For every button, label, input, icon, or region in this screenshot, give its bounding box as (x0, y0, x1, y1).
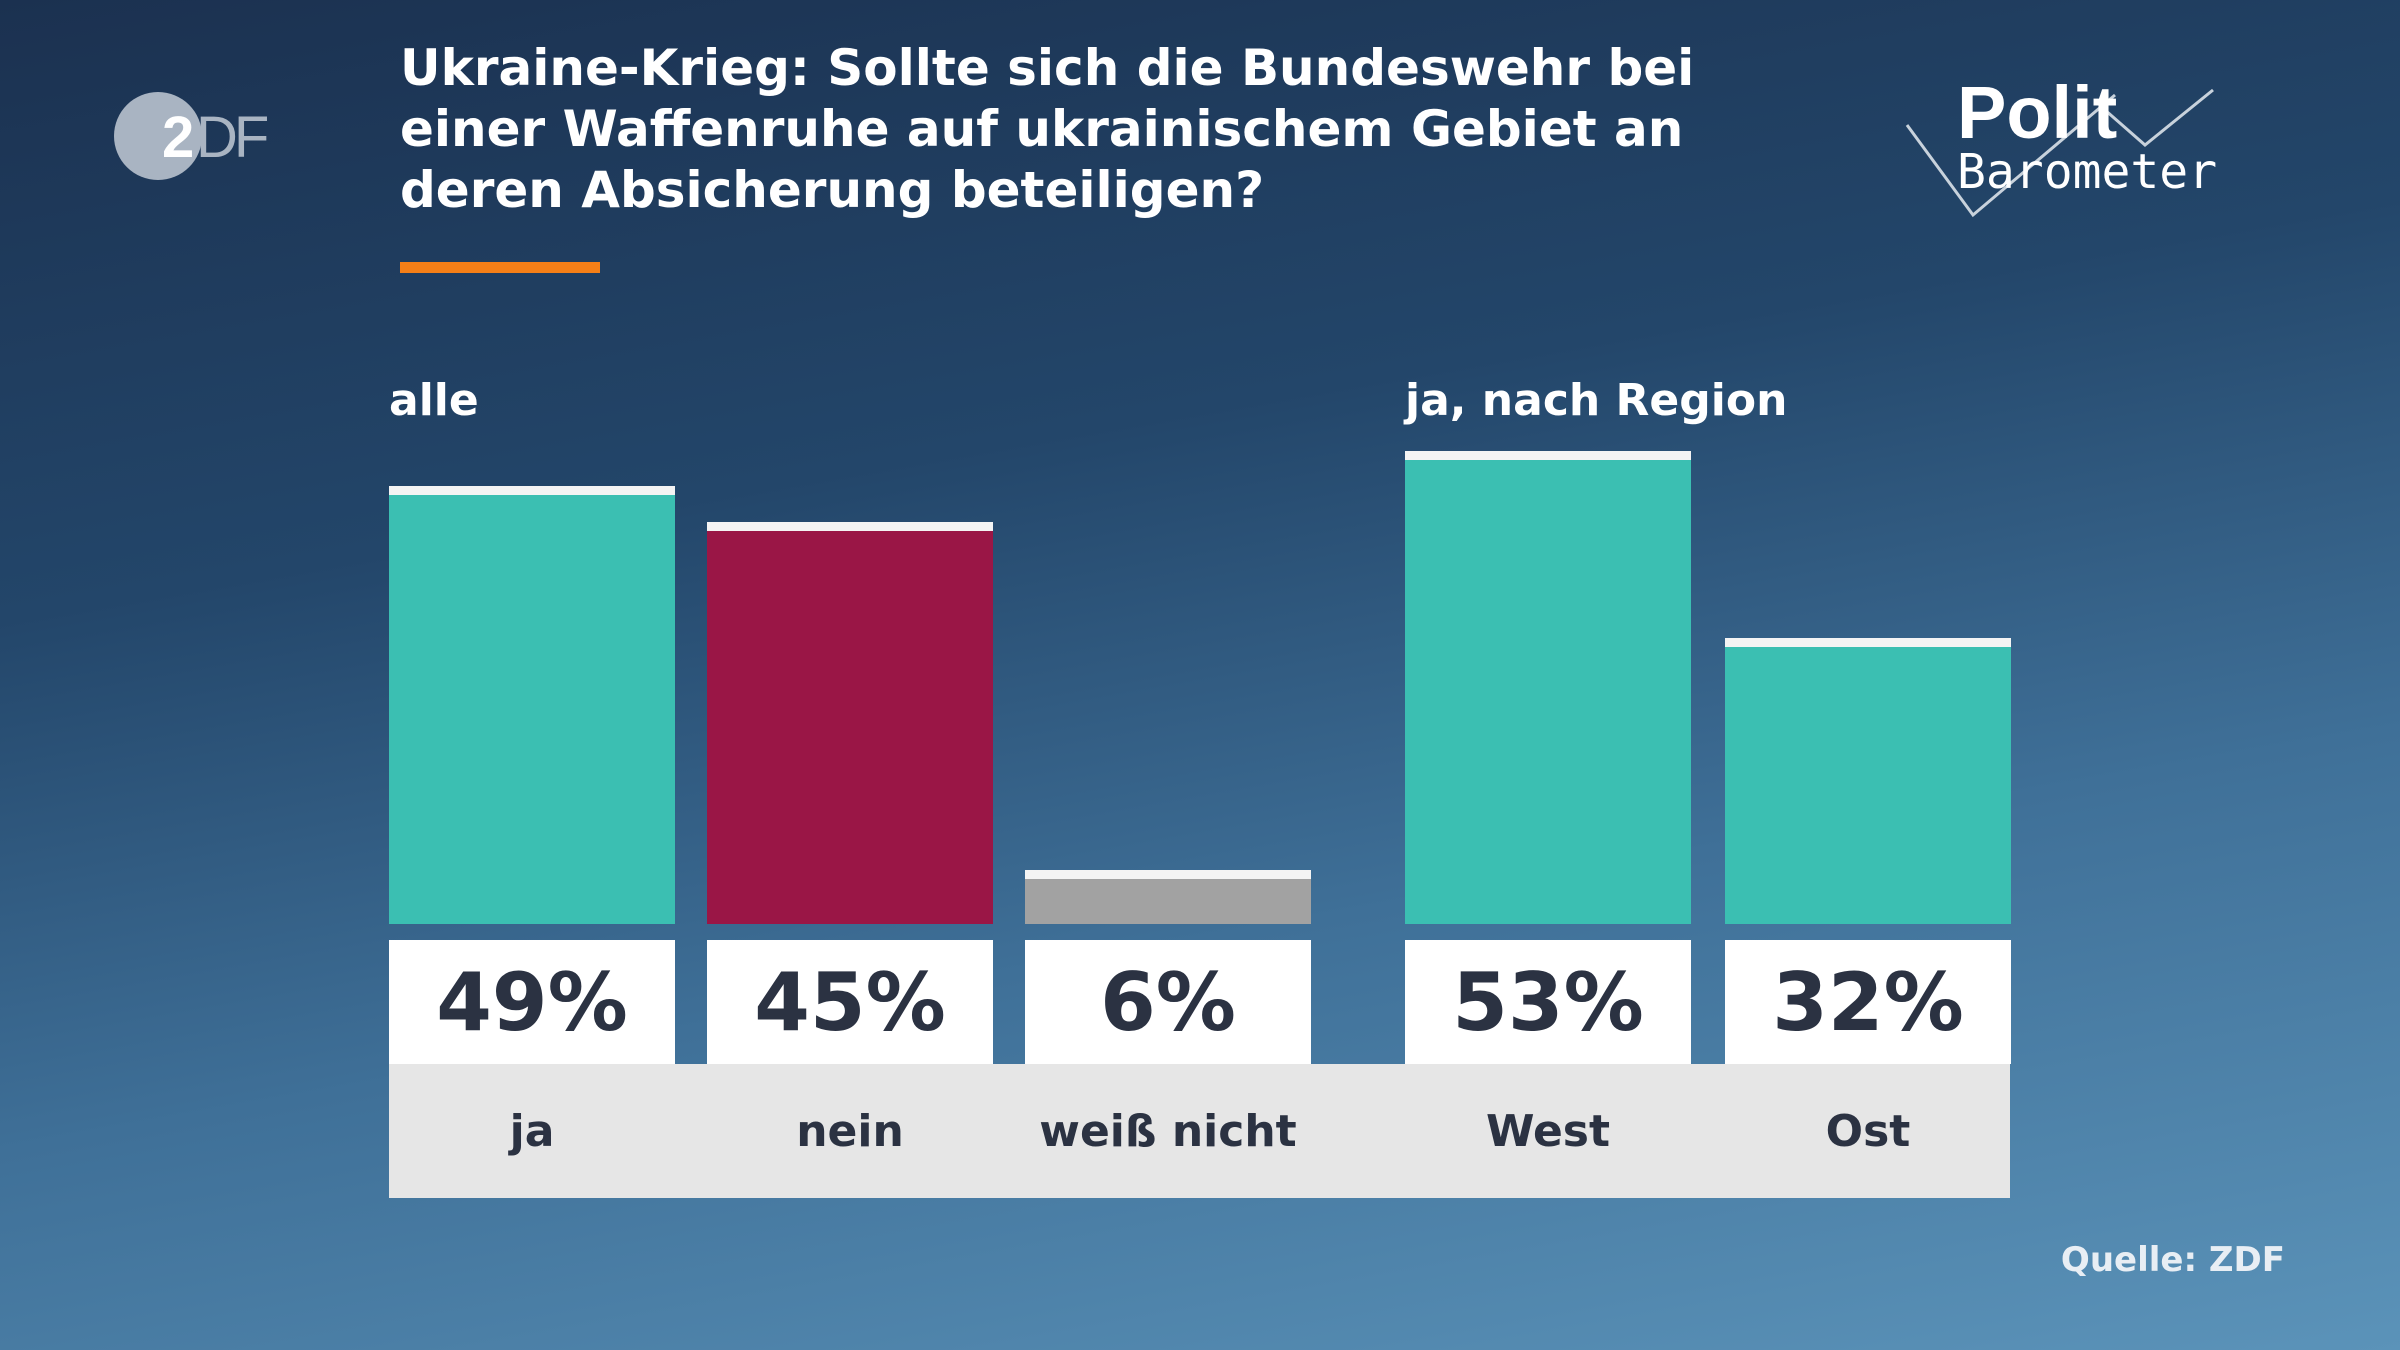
svg-text:2: 2 (162, 105, 194, 170)
zdf-logo: 2 DF (114, 92, 272, 180)
category-label: West (1485, 1105, 1611, 1157)
value-label: 53% (1405, 940, 1691, 1064)
bar-West (1405, 450, 1691, 924)
svg-text:DF: DF (196, 105, 268, 170)
source-note: Quelle: ZDF (2060, 1240, 2285, 1280)
bar-ja (389, 486, 675, 924)
chart-title: Ukraine-Krieg: Sollte sich die Bundesweh… (400, 39, 1695, 219)
category-label: weiß nicht (1039, 1105, 1297, 1157)
category-label-band (389, 1064, 2010, 1198)
value-label: 32% (1725, 940, 2011, 1064)
value-label: 6% (1025, 940, 1311, 1064)
bar-Ost (1725, 638, 2011, 924)
politbarometer-logo: Polit Barometer (1905, 71, 2217, 218)
logo-barometer-text: Barometer (1957, 144, 2217, 200)
value-label: 49% (389, 940, 675, 1064)
bar-nein (707, 522, 993, 924)
category-label: nein (796, 1105, 904, 1157)
group-label-region: ja, nach Region (1405, 375, 1788, 426)
bar-weiß-nicht (1025, 870, 1311, 924)
category-label: ja (509, 1105, 555, 1157)
category-label: Ost (1825, 1105, 1911, 1157)
value-label: 45% (707, 940, 993, 1064)
logo-polit-text: Polit (1957, 71, 2117, 154)
title-accent-bar (400, 262, 600, 273)
group-label-alle: alle (389, 375, 479, 426)
